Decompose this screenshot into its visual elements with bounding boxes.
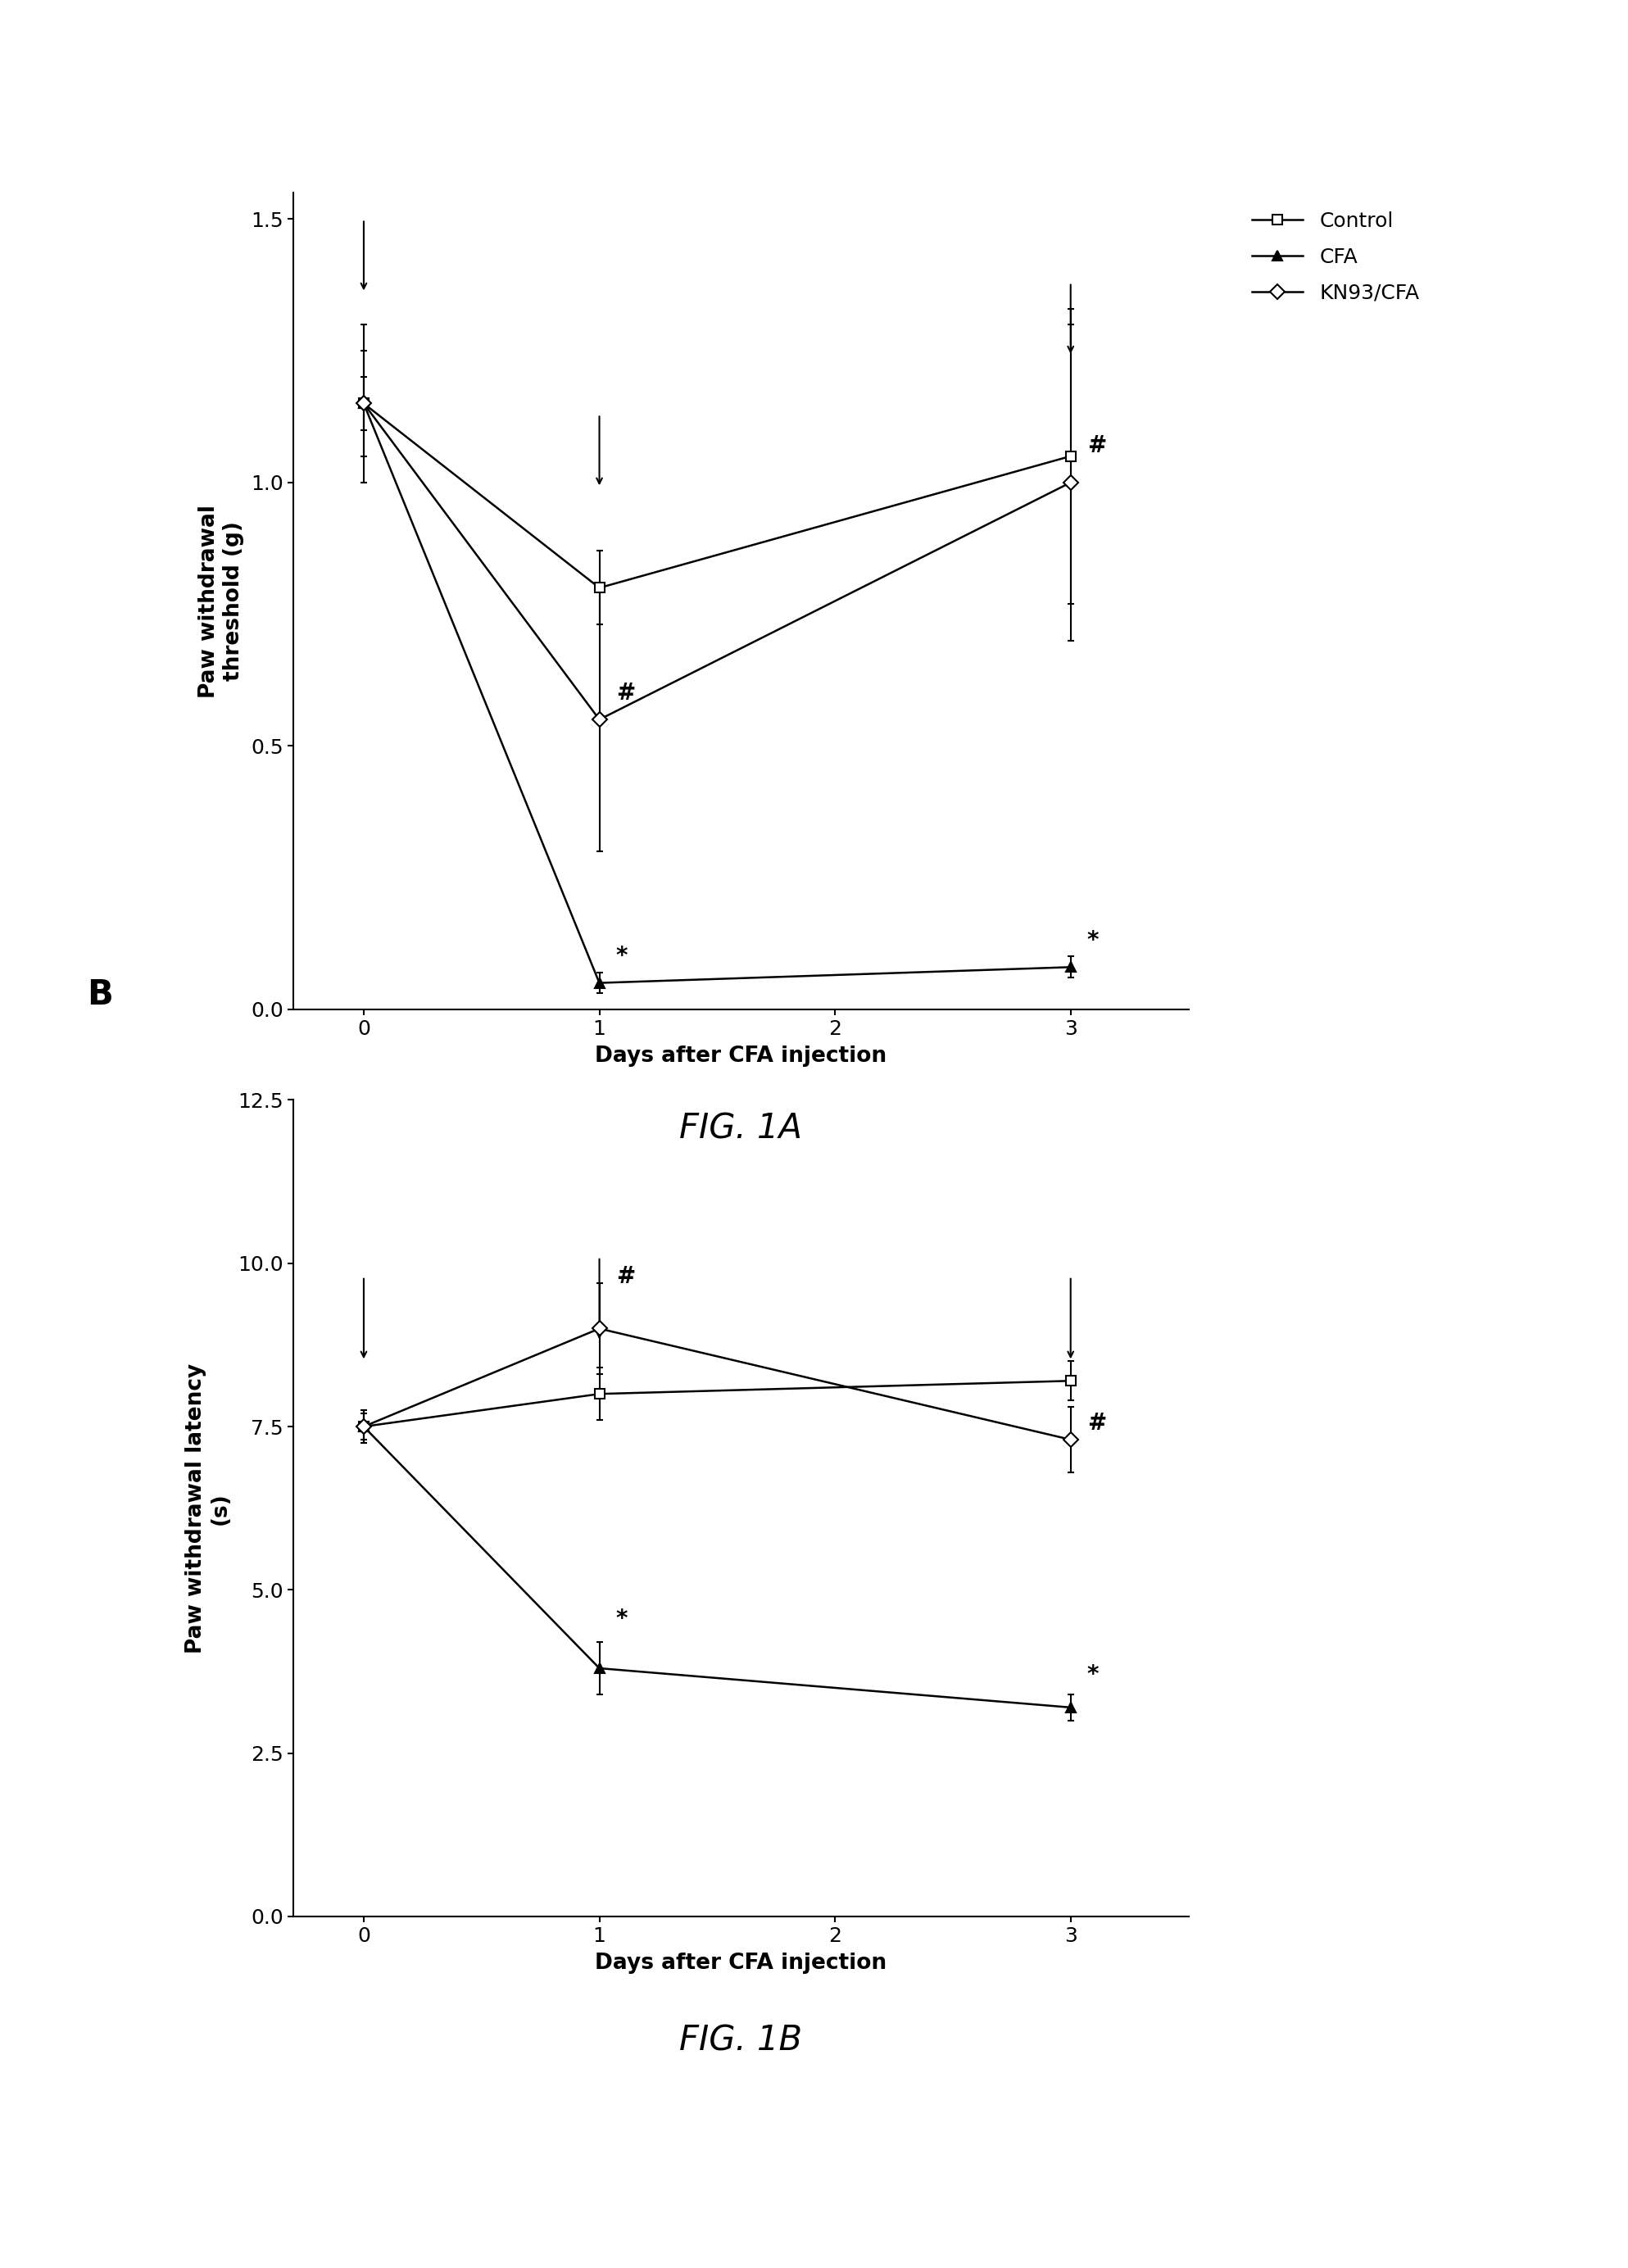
Y-axis label: Paw withdrawal
threshold (g): Paw withdrawal threshold (g): [199, 503, 244, 699]
Text: #: #: [615, 683, 635, 705]
Text: #: #: [1088, 433, 1105, 458]
Text: #: #: [615, 1266, 635, 1288]
Text: *: *: [1088, 1662, 1099, 1685]
Legend: Control, CFA, KN93/CFA: Control, CFA, KN93/CFA: [1244, 204, 1428, 311]
X-axis label: Days after CFA injection: Days after CFA injection: [594, 1046, 887, 1066]
Text: *: *: [615, 946, 628, 968]
X-axis label: Days after CFA injection: Days after CFA injection: [594, 1953, 887, 1973]
Y-axis label: Paw withdrawal latency
(s): Paw withdrawal latency (s): [186, 1363, 231, 1653]
Text: FIG. 1B: FIG. 1B: [679, 2023, 803, 2057]
Text: #: #: [1088, 1413, 1105, 1436]
Text: *: *: [615, 1608, 628, 1631]
Text: *: *: [1088, 930, 1099, 953]
Text: FIG. 1A: FIG. 1A: [679, 1111, 803, 1145]
Text: B: B: [86, 978, 112, 1012]
